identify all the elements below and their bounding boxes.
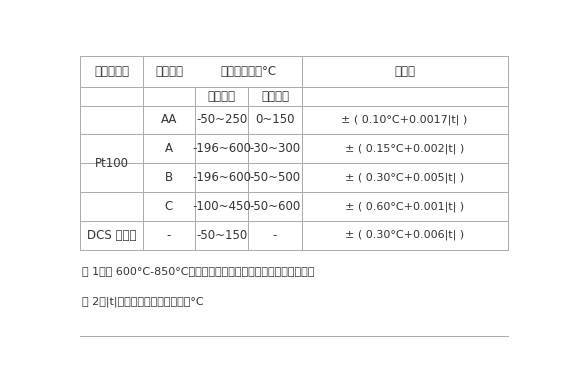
Text: B: B <box>165 171 173 184</box>
Text: AA: AA <box>160 114 177 126</box>
Text: DCS 画面上: DCS 画面上 <box>87 229 137 242</box>
Text: 注 2：|t|为温度的绝对值，单位为°C: 注 2：|t|为温度的绝对值，单位为°C <box>82 296 204 307</box>
Text: ± ( 0.30°C+0.005|t| ): ± ( 0.30°C+0.005|t| ) <box>345 172 464 183</box>
Text: 允差值: 允差值 <box>394 65 415 78</box>
Text: -30~300: -30~300 <box>249 142 300 155</box>
Text: 膜式元件: 膜式元件 <box>261 90 289 103</box>
Text: -196~600: -196~600 <box>192 142 251 155</box>
Text: C: C <box>165 200 173 213</box>
Text: ± ( 0.10°C+0.0017|t| ): ± ( 0.10°C+0.0017|t| ) <box>341 115 468 125</box>
Text: 0~150: 0~150 <box>255 114 295 126</box>
Text: ± ( 0.60°C+0.001|t| ): ± ( 0.60°C+0.001|t| ) <box>345 201 464 211</box>
Text: -50~150: -50~150 <box>196 229 247 242</box>
Text: Pt100: Pt100 <box>94 157 129 170</box>
Text: A: A <box>165 142 173 155</box>
Text: 有效温度范围°C: 有效温度范围°C <box>220 65 276 78</box>
Text: 允差等级: 允差等级 <box>155 65 183 78</box>
Text: -: - <box>167 229 171 242</box>
Text: -50~250: -50~250 <box>196 114 247 126</box>
Text: 热电阻类型: 热电阻类型 <box>94 65 129 78</box>
Text: -100~450: -100~450 <box>192 200 251 213</box>
Text: -196~600: -196~600 <box>192 171 251 184</box>
Text: -50~500: -50~500 <box>249 171 300 184</box>
Text: 注 1：在 600°C-850°C范围的允差应由制造商在技术条件中确定。: 注 1：在 600°C-850°C范围的允差应由制造商在技术条件中确定。 <box>82 266 315 276</box>
Text: -: - <box>273 229 277 242</box>
Text: -50~600: -50~600 <box>249 200 300 213</box>
Text: ± ( 0.15°C+0.002|t| ): ± ( 0.15°C+0.002|t| ) <box>345 144 464 154</box>
Text: ± ( 0.30°C+0.006|t| ): ± ( 0.30°C+0.006|t| ) <box>345 230 464 240</box>
Text: 线绕元件: 线绕元件 <box>208 90 236 103</box>
